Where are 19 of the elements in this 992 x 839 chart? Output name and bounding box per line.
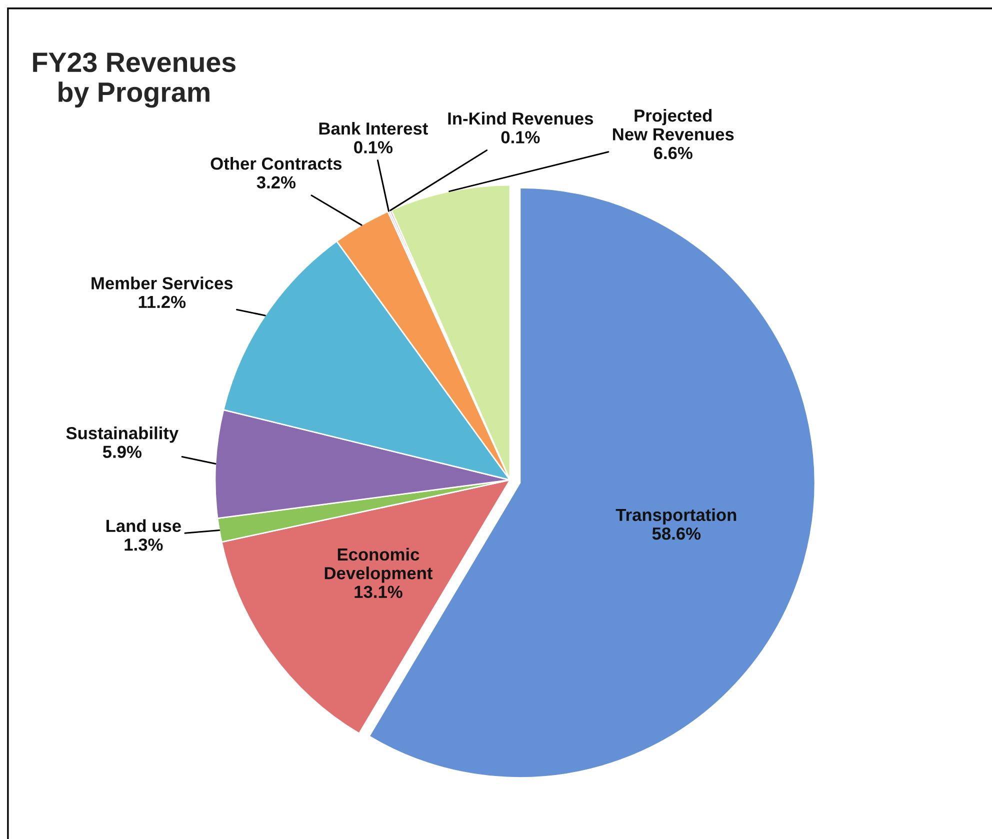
data-label: 11.2% bbox=[138, 296, 186, 308]
slice-label: Member Services bbox=[92, 276, 233, 290]
data-label: 13.1% bbox=[354, 586, 402, 598]
chart-title: FY23 Revenues by Program bbox=[33, 52, 236, 108]
slice-label: Projected New Revenues bbox=[613, 109, 734, 140]
data-label: 6.6% bbox=[654, 146, 692, 160]
data-label: 0.1% bbox=[354, 141, 393, 154]
slice-label: Transportation bbox=[616, 508, 736, 524]
slice-label: Sustainability bbox=[66, 426, 179, 443]
slice-label: Bank Interest bbox=[319, 122, 428, 135]
slice-label: Land use bbox=[106, 519, 181, 532]
data-label: 5.9% bbox=[102, 446, 142, 458]
slice-label: In-Kind Revenues bbox=[448, 112, 594, 125]
data-label: 1.3% bbox=[124, 538, 163, 551]
slice-label: Other Contracts bbox=[210, 157, 342, 170]
data-label: 58.6% bbox=[652, 527, 701, 540]
slice-label: Economic Development bbox=[324, 548, 433, 583]
data-label: 3.2% bbox=[256, 176, 296, 189]
data-label: 0.1% bbox=[501, 131, 540, 144]
